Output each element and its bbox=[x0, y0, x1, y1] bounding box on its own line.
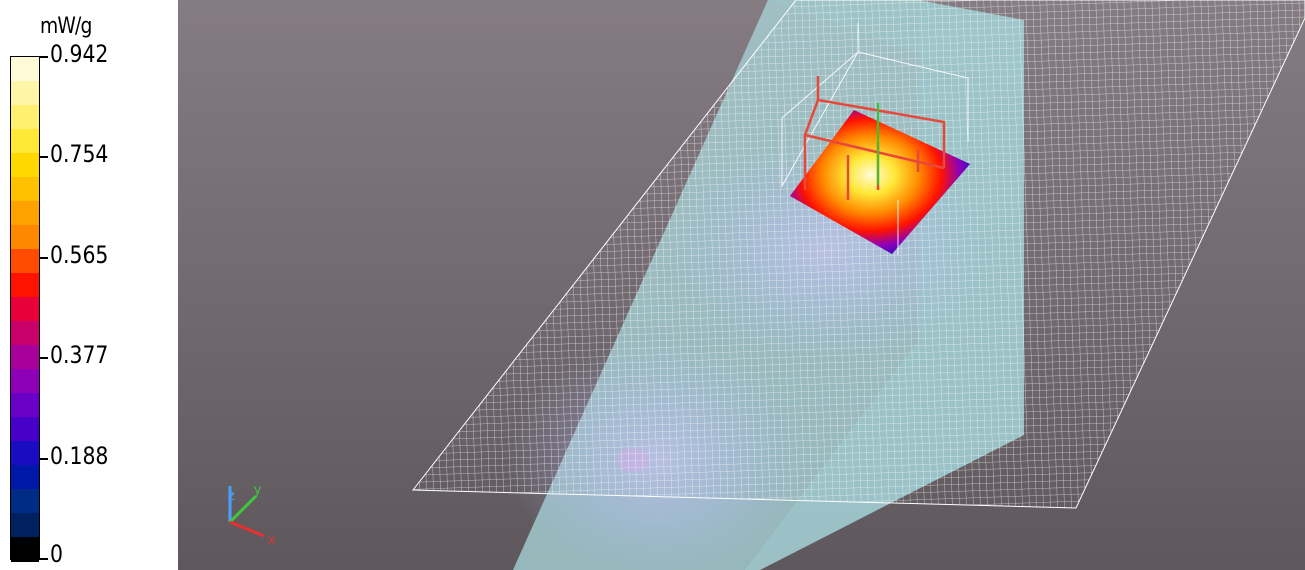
colorbar-band bbox=[11, 201, 39, 226]
colorbar-band bbox=[11, 81, 39, 106]
probe-wireframe bbox=[781, 23, 969, 255]
colorbar-band bbox=[11, 273, 39, 298]
colorbar-tick-label: 0 bbox=[50, 540, 63, 568]
axis-z-label: z bbox=[228, 487, 235, 503]
axis-y-label: y bbox=[254, 481, 261, 497]
colorbar-tick bbox=[40, 457, 48, 460]
3d-viewport[interactable]: z y x bbox=[178, 0, 1305, 570]
colorbar-band bbox=[11, 441, 39, 466]
colorbar-band bbox=[11, 489, 39, 514]
colorbar-tick bbox=[40, 156, 48, 159]
colorbar-band bbox=[11, 417, 39, 442]
colorbar-tick-label: 0.377 bbox=[50, 341, 109, 370]
colorbar-tick-label: 0.188 bbox=[50, 441, 109, 470]
sar-hotspot-area bbox=[790, 110, 970, 254]
colorbar-tick bbox=[40, 56, 48, 58]
colorbar-band bbox=[11, 249, 39, 274]
colorbar-tick-label: 0.942 bbox=[50, 40, 109, 68]
colorbar-band bbox=[11, 393, 39, 418]
colorbar-band bbox=[11, 129, 39, 154]
colorbar-band bbox=[11, 465, 39, 490]
colorbar-band bbox=[11, 369, 39, 394]
colorbar-band bbox=[11, 537, 39, 562]
colorbar-tick-label: 0.565 bbox=[50, 240, 109, 269]
axis-x-label: x bbox=[268, 531, 275, 547]
colorbar-band bbox=[11, 57, 39, 82]
colorbar bbox=[10, 56, 40, 562]
legend-unit-label: mW/g bbox=[40, 14, 92, 39]
colorbar-band bbox=[11, 153, 39, 178]
colorbar-band bbox=[11, 105, 39, 130]
colorbar-band bbox=[11, 321, 39, 346]
colorbar-tick bbox=[40, 558, 48, 560]
color-scale-legend: mW/g 0.942 0.754 0.565 0.377 0.188 0 bbox=[0, 0, 178, 570]
measurement-grid bbox=[411, 0, 1305, 509]
colorbar-tick bbox=[40, 357, 48, 360]
colorbar-band bbox=[11, 177, 39, 202]
colorbar-band bbox=[11, 345, 39, 370]
colorbar-band bbox=[11, 513, 39, 538]
axis-triad: z y x bbox=[228, 481, 275, 547]
colorbar-tick bbox=[40, 256, 48, 259]
colorbar-band bbox=[11, 225, 39, 250]
colorbar-tick-label: 0.754 bbox=[50, 140, 109, 169]
colorbar-band bbox=[11, 297, 39, 322]
